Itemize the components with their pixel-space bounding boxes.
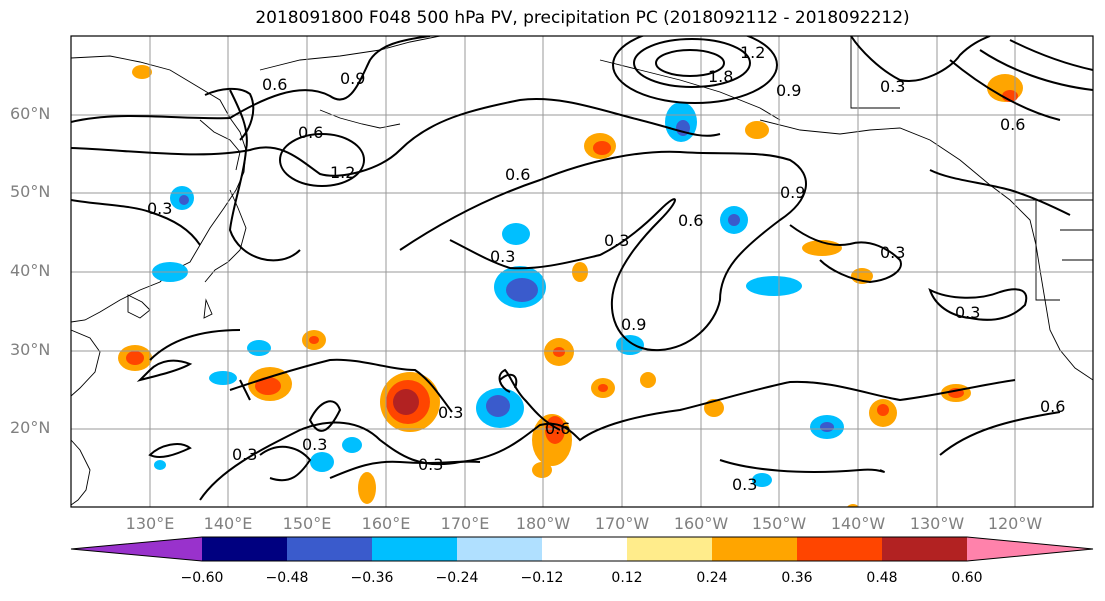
contour-label: 0.3 — [438, 403, 463, 422]
colorbar-segment — [457, 537, 542, 561]
colorbar-tick-label: 0.60 — [951, 570, 983, 586]
colorbar-segment — [627, 537, 712, 561]
contour-label: 0.6 — [505, 165, 530, 184]
contour-label: 1.2 — [740, 43, 765, 62]
lat-label: 50°N — [10, 182, 51, 201]
colorbar-tick-label: −0.12 — [520, 570, 564, 586]
colorbar-segment — [287, 537, 372, 561]
colorbar-tick-label: −0.48 — [265, 570, 309, 586]
colorbar-segment — [797, 537, 882, 561]
contour-label: 0.6 — [298, 123, 323, 142]
lon-label: 160°W — [673, 514, 729, 533]
colorbar-outline — [70, 536, 1094, 562]
lat-label: 20°N — [10, 418, 51, 437]
map-title: 2018091800 F048 500 hPa PV, precipitatio… — [255, 8, 910, 28]
colorbar-tick-label: 0.48 — [866, 570, 898, 586]
colorbar-tick-label: 0.12 — [611, 570, 643, 586]
lon-label: 140°E — [203, 514, 253, 533]
contour-label: 0.6 — [262, 75, 287, 94]
lon-label: 120°W — [987, 514, 1043, 533]
contour-label: 0.9 — [340, 69, 365, 88]
contour-label: 1.2 — [330, 163, 355, 182]
lon-label: 150°W — [751, 514, 807, 533]
colorbar — [70, 536, 1094, 562]
contour-label: 0.3 — [232, 445, 257, 464]
lon-label: 180°W — [515, 514, 571, 533]
colorbar-segment — [202, 537, 287, 561]
colorbar-segment — [71, 537, 202, 561]
contour-label: 0.9 — [780, 183, 805, 202]
lat-label: 40°N — [10, 261, 51, 280]
colorbar-segment — [882, 537, 967, 561]
colorbar-segment — [967, 537, 1093, 561]
lon-label: 130°E — [125, 514, 175, 533]
contour-label: 0.3 — [604, 231, 629, 250]
lat-label: 60°N — [10, 104, 51, 123]
contour-label: 0.3 — [880, 243, 905, 262]
colorbar-segment — [712, 537, 797, 561]
contour-label: 0.3 — [955, 303, 980, 322]
lon-label: 160°E — [361, 514, 411, 533]
plot-frame — [70, 35, 1094, 508]
contour-label: 0.3 — [490, 247, 515, 266]
contour-label: 0.3 — [880, 77, 905, 96]
contour-label: 0.3 — [732, 475, 757, 494]
lon-label: 170°W — [594, 514, 650, 533]
colorbar-tick-label: −0.36 — [350, 570, 394, 586]
contour-labels: 0.6 0.9 1.2 0.3 0.6 0.3 0.6 0.3 0.9 0.3 … — [147, 43, 1065, 494]
contour-label: 0.3 — [302, 435, 327, 454]
contour-label: 0.3 — [147, 199, 172, 218]
contour-label: 0.6 — [545, 419, 570, 438]
colorbar-tick-label: −0.24 — [435, 570, 479, 586]
colorbar-tick-label: −0.60 — [180, 570, 224, 586]
lon-label: 140°W — [830, 514, 886, 533]
lat-label: 30°N — [10, 340, 51, 359]
contour-label: 1.8 — [708, 67, 733, 86]
pv-contours — [71, 36, 1093, 501]
colorbar-tick-label: 0.24 — [696, 570, 728, 586]
colorbar-segment — [372, 537, 457, 561]
lon-label: 170°E — [440, 514, 490, 533]
gridlines — [71, 36, 1093, 507]
lon-label: 130°W — [909, 514, 965, 533]
contour-label: 0.3 — [418, 455, 443, 474]
contour-label: 0.9 — [621, 315, 646, 334]
contour-label: 0.6 — [1040, 397, 1065, 416]
contour-label: 0.6 — [1000, 115, 1025, 134]
colorbar-segment — [542, 537, 627, 561]
contour-label: 0.9 — [776, 81, 801, 100]
contour-label: 0.6 — [678, 211, 703, 230]
colorbar-tick-label: 0.36 — [781, 570, 813, 586]
lon-label: 150°E — [282, 514, 332, 533]
